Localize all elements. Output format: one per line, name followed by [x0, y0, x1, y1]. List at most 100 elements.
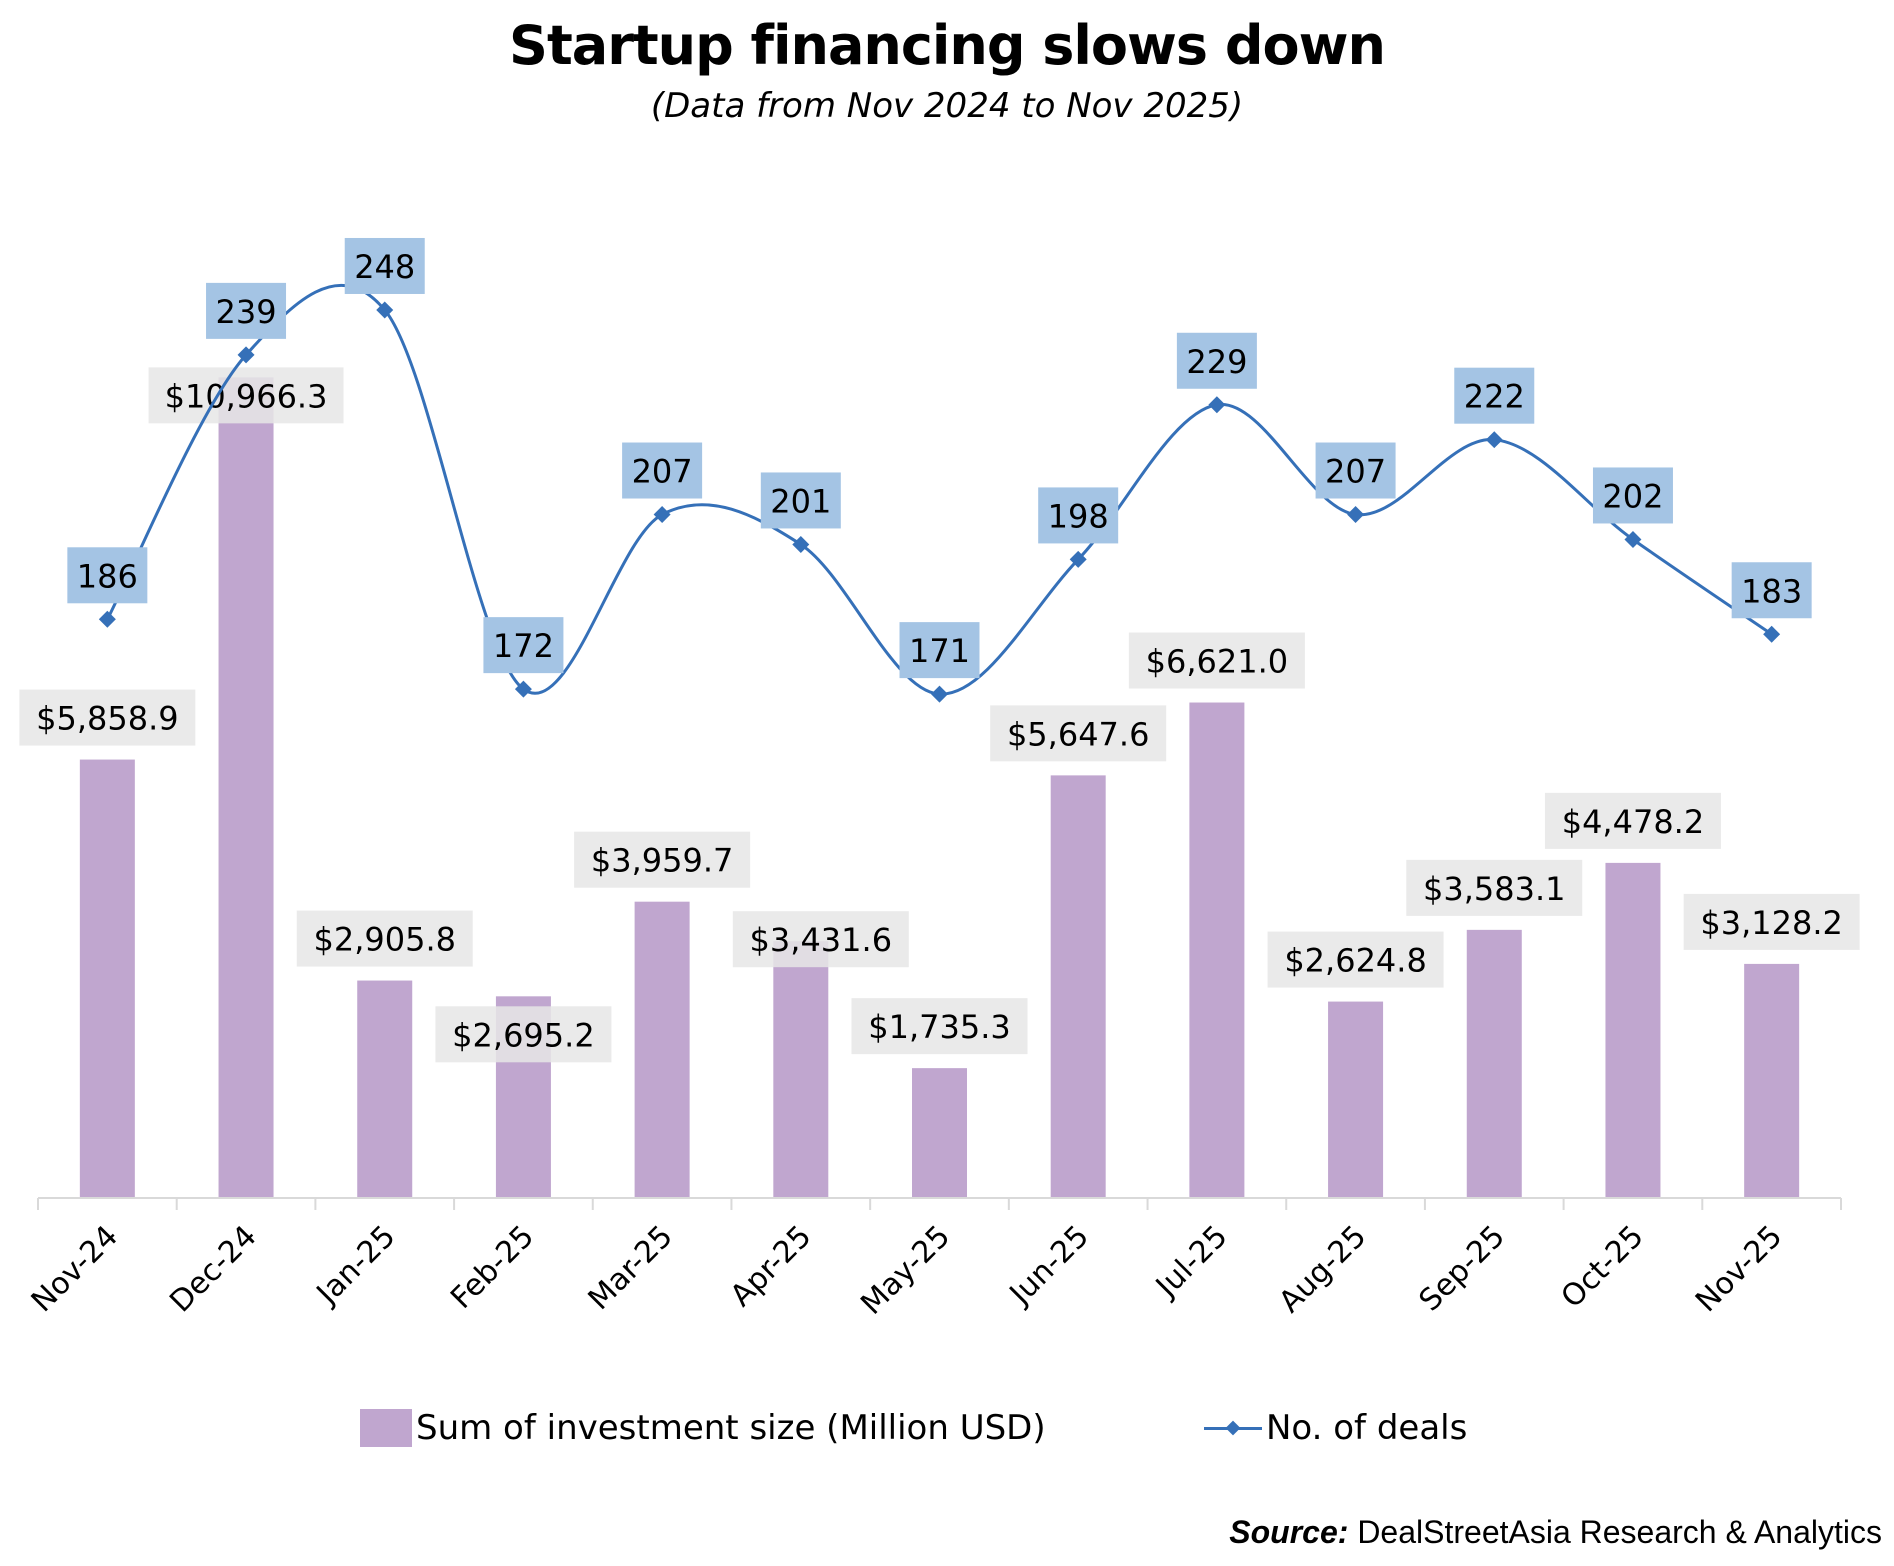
deal-marker-Mar-25[interactable]: [653, 506, 671, 524]
bar-label-box: [148, 367, 344, 424]
bar-label-text: $5,647.6: [1007, 715, 1150, 753]
bar-label-text: $3,583.1: [1423, 870, 1566, 908]
x-tick-label: Oct-25: [1555, 1219, 1651, 1315]
x-tick-label: Nov-24: [25, 1219, 125, 1319]
deal-label-box: [1315, 442, 1396, 499]
deal-value-label: 239: [206, 282, 287, 339]
x-tick-label: Sep-25: [1413, 1219, 1512, 1318]
x-tick-labels: Nov-24 Dec-24 Jan-25 Feb-25 Mar-25 Apr-25 May-…: [25, 1219, 1790, 1322]
bar-value-label: $5,647.6: [990, 705, 1167, 762]
deal-marker-Nov-25[interactable]: [1763, 625, 1781, 643]
x-tick-label: Jul-25: [1148, 1219, 1234, 1305]
deal-marker-Sep-25[interactable]: [1485, 431, 1503, 449]
bar-label-box: [851, 998, 1028, 1055]
deal-value-label: 248: [344, 237, 425, 294]
x-tick-label: Dec-24: [163, 1219, 263, 1319]
deal-label-text: 172: [493, 627, 554, 665]
deal-labels-layer: 186 239 248 172 207 201 171 198 229 207 222 202 183: [67, 237, 1812, 679]
bar-value-label: $5,858.9: [19, 689, 196, 746]
x-tick-label: Apr-25: [724, 1219, 819, 1314]
x-tick-label: Mar-25: [582, 1219, 680, 1317]
deal-label-text: 202: [1602, 477, 1663, 515]
bar-label-box: [574, 831, 751, 888]
deal-marker-May-25[interactable]: [931, 685, 948, 703]
deal-value-label: 222: [1454, 367, 1535, 424]
legend-label-investment: Sum of investment size (Million USD): [416, 1408, 1046, 1448]
bar-Dec-24[interactable]: [218, 377, 274, 1198]
x-axis: [37, 1197, 1842, 1210]
deal-label-box: [483, 617, 564, 674]
deal-label-text: 186: [77, 557, 138, 595]
deal-label-text: 239: [215, 293, 276, 331]
bar-Mar-25[interactable]: [634, 901, 690, 1198]
bar-Jan-25[interactable]: [357, 980, 413, 1198]
deal-label-box: [1731, 562, 1812, 619]
bar-value-label: $2,695.2: [435, 1006, 612, 1063]
bar-label-text: $3,959.7: [591, 842, 734, 880]
bar-label-text: $3,128.2: [1700, 904, 1843, 942]
deals-line[interactable]: [106, 283, 1773, 696]
bar-Jun-25[interactable]: [1050, 775, 1106, 1198]
deal-value-label: 183: [1731, 562, 1812, 619]
source-label: Source:: [1229, 1514, 1349, 1550]
bars-layer: [79, 377, 1800, 1198]
bar-label-box: [1128, 632, 1305, 689]
deal-marker-Apr-25[interactable]: [792, 535, 810, 553]
bar-value-label: $3,959.7: [574, 831, 751, 888]
x-tick-label: May-25: [854, 1219, 957, 1322]
bar-label-box: [435, 1006, 612, 1063]
deal-label-box: [622, 442, 703, 499]
deal-value-label: 202: [1592, 467, 1673, 524]
bar-label-text: $3,431.6: [750, 921, 893, 959]
bar-Aug-25[interactable]: [1328, 1001, 1384, 1198]
deal-label-box: [1592, 467, 1673, 524]
bar-May-25[interactable]: [912, 1068, 967, 1198]
deal-marker-Feb-25[interactable]: [514, 680, 532, 698]
bar-Oct-25[interactable]: [1605, 862, 1661, 1198]
deal-label-box: [899, 622, 980, 679]
bar-label-text: $4,478.2: [1562, 803, 1705, 841]
bar-value-label: $4,478.2: [1544, 792, 1721, 849]
deal-marker-Oct-25[interactable]: [1624, 530, 1642, 548]
bar-labels-layer: $5,858.9 $10,966.3 $2,905.8 $2,695.2 $3,959.…: [19, 367, 1860, 1063]
bar-value-label: $2,624.8: [1267, 931, 1444, 988]
deal-label-text: 201: [770, 482, 831, 520]
legend-line-diamond-icon: [1204, 1409, 1262, 1447]
bar-label-text: $2,624.8: [1284, 942, 1427, 980]
source-text: DealStreetAsia Research & Analytics: [1357, 1514, 1882, 1550]
bar-label-text: $6,621.0: [1146, 643, 1289, 681]
legend-item-investment[interactable]: Sum of investment size (Million USD): [360, 1408, 1046, 1448]
deal-marker-Nov-24[interactable]: [98, 610, 116, 628]
deal-marker-Jun-25[interactable]: [1069, 550, 1087, 568]
bar-value-label: $3,431.6: [732, 911, 909, 968]
bar-label-box: [1406, 859, 1583, 916]
bar-value-label: $3,583.1: [1406, 859, 1583, 916]
bar-value-label: $10,966.3: [148, 367, 344, 424]
bar-value-label: $1,735.3: [851, 998, 1028, 1055]
bar-label-box: [19, 689, 196, 746]
x-tick-label: Jan-25: [309, 1219, 403, 1313]
bar-Jul-25[interactable]: [1189, 702, 1245, 1198]
deal-value-label: 207: [622, 442, 703, 499]
bar-value-label: $2,905.8: [296, 910, 473, 967]
deal-label-text: 222: [1464, 378, 1525, 416]
deal-label-box: [344, 237, 425, 294]
deal-marker-Jan-25[interactable]: [376, 301, 394, 319]
bar-label-box: [1267, 931, 1444, 988]
deal-value-label: 172: [483, 617, 564, 674]
legend-bar-swatch-icon: [360, 1409, 412, 1447]
bar-Nov-24[interactable]: [79, 759, 135, 1198]
deal-marker-Aug-25[interactable]: [1347, 506, 1365, 524]
bar-Nov-25[interactable]: [1744, 963, 1800, 1198]
bar-label-text: $5,858.9: [36, 700, 179, 738]
legend-item-deals[interactable]: No. of deals: [1204, 1408, 1467, 1448]
bar-value-label: $3,128.2: [1683, 893, 1860, 950]
deal-marker-Jul-25[interactable]: [1208, 396, 1226, 414]
deal-label-text: 207: [632, 453, 693, 491]
deal-label-box: [1454, 367, 1535, 424]
bar-Apr-25[interactable]: [773, 941, 829, 1198]
deal-marker-Dec-24[interactable]: [237, 346, 255, 364]
bar-value-label: $6,621.0: [1128, 632, 1305, 689]
bar-Sep-25[interactable]: [1466, 929, 1522, 1198]
